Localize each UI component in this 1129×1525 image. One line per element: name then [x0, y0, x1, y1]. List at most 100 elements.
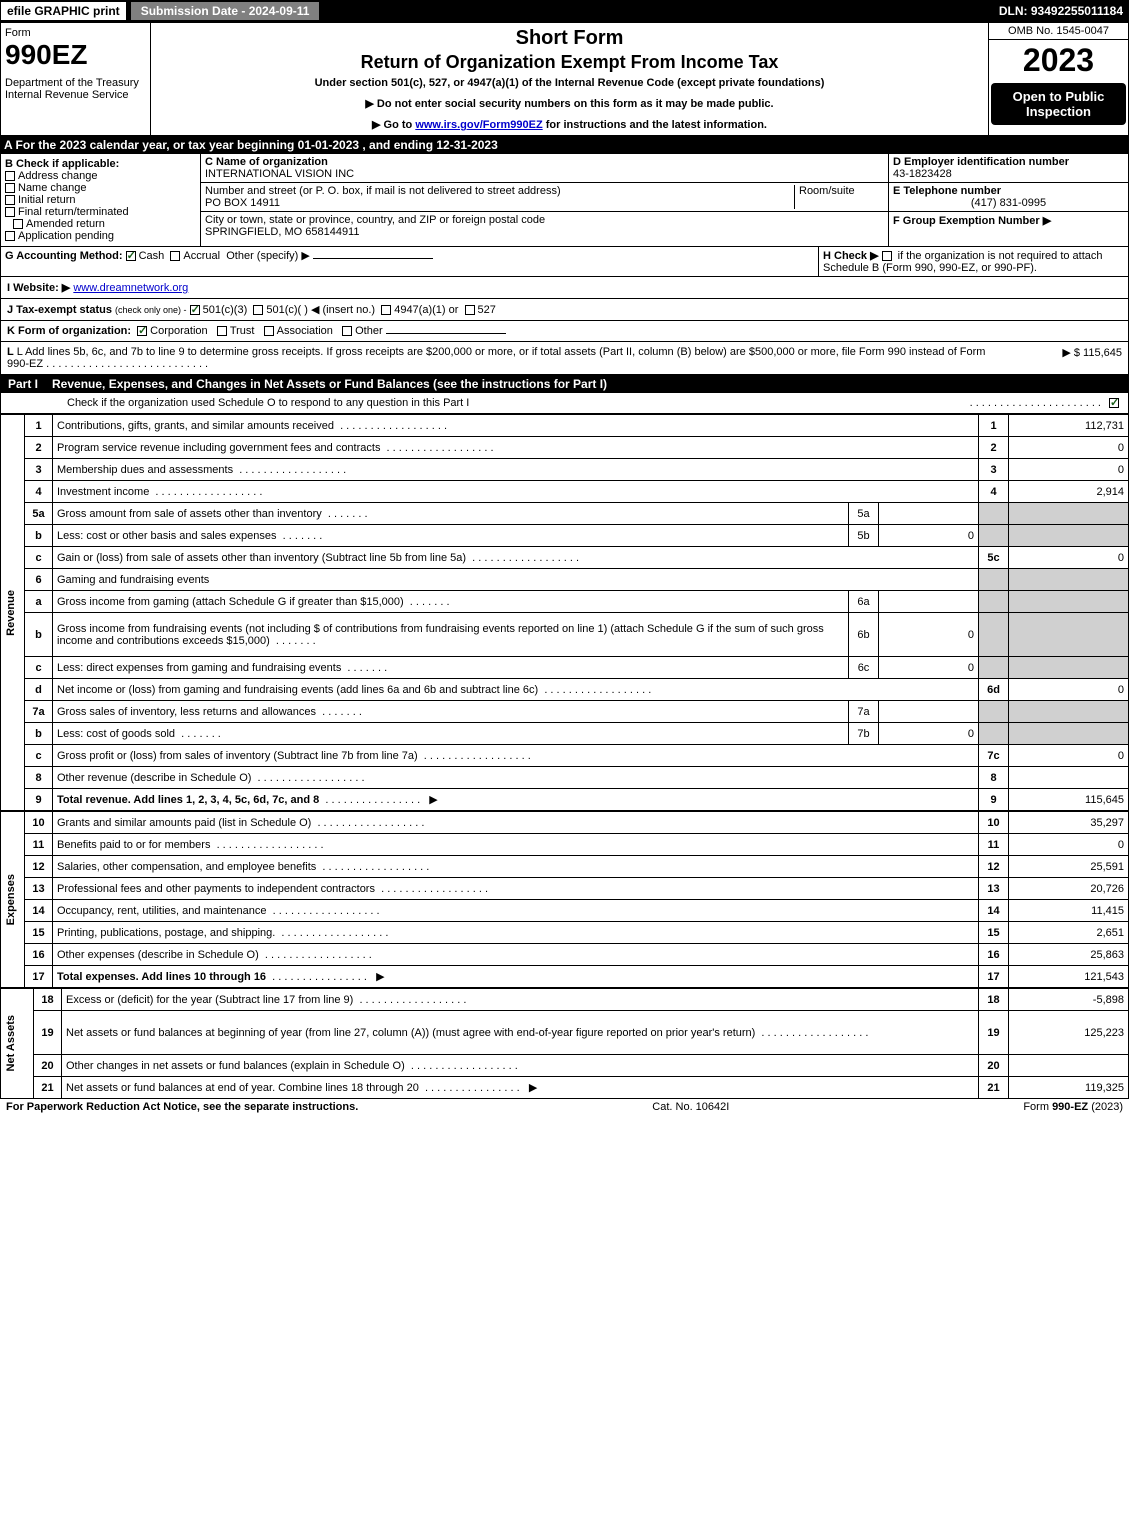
- other-specify-line[interactable]: [313, 258, 433, 259]
- table-row: 2Program service revenue including gover…: [1, 437, 1129, 459]
- sub-line-number: 7a: [849, 701, 879, 723]
- other-org-line[interactable]: [386, 333, 506, 334]
- right-line-number: 21: [979, 1077, 1009, 1099]
- chk-cash[interactable]: [126, 251, 136, 261]
- line-number: 13: [25, 878, 53, 900]
- table-row: bGross income from fundraising events (n…: [1, 613, 1129, 657]
- chk-trust[interactable]: [217, 326, 227, 336]
- line-desc: Gross income from gaming (attach Schedul…: [53, 591, 849, 613]
- table-row: cGain or (loss) from sale of assets othe…: [1, 547, 1129, 569]
- right-line-number: [979, 613, 1009, 657]
- footer: For Paperwork Reduction Act Notice, see …: [0, 1099, 1129, 1115]
- chk-corporation[interactable]: [137, 326, 147, 336]
- chk-name-change[interactable]: Name change: [5, 182, 196, 194]
- line-number: b: [25, 723, 53, 745]
- part-i-checknote: Check if the organization used Schedule …: [0, 393, 1129, 414]
- title-short-form: Short Form: [155, 27, 984, 50]
- line-number: d: [25, 679, 53, 701]
- efile-label: efile GRAPHIC print: [0, 1, 127, 21]
- right-line-number: [979, 591, 1009, 613]
- line-desc: Occupancy, rent, utilities, and maintena…: [53, 900, 979, 922]
- chk-amended-return[interactable]: Amended return: [5, 218, 196, 230]
- right-amount: [1009, 613, 1129, 657]
- j-label: J Tax-exempt status: [7, 304, 112, 316]
- right-line-number: 2: [979, 437, 1009, 459]
- chk-501c[interactable]: [253, 305, 263, 315]
- opt-4947: 4947(a)(1) or: [394, 304, 458, 316]
- line-desc: Professional fees and other payments to …: [53, 878, 979, 900]
- accrual-label: Accrual: [183, 250, 220, 262]
- right-line-number: 6d: [979, 679, 1009, 701]
- line-number: 18: [34, 989, 62, 1011]
- line-number: b: [25, 525, 53, 547]
- table-row: 20Other changes in net assets or fund ba…: [1, 1055, 1129, 1077]
- table-row: 12Salaries, other compensation, and empl…: [1, 856, 1129, 878]
- chk-accrual[interactable]: [170, 251, 180, 261]
- cash-label: Cash: [139, 250, 165, 262]
- right-amount: 11,415: [1009, 900, 1129, 922]
- chk-other-org[interactable]: [342, 326, 352, 336]
- table-row: aGross income from gaming (attach Schedu…: [1, 591, 1129, 613]
- line-desc: Gross sales of inventory, less returns a…: [53, 701, 849, 723]
- chk-4947[interactable]: [381, 305, 391, 315]
- chk-527[interactable]: [465, 305, 475, 315]
- chk-application-pending[interactable]: Application pending: [5, 230, 196, 242]
- line-desc: Investment income . . . . . . . . . . . …: [53, 481, 979, 503]
- revenue-table: Revenue1Contributions, gifts, grants, an…: [0, 414, 1129, 811]
- right-amount: 0: [1009, 679, 1129, 701]
- table-row: 4Investment income . . . . . . . . . . .…: [1, 481, 1129, 503]
- chk-initial-return[interactable]: Initial return: [5, 194, 196, 206]
- right-amount: 25,591: [1009, 856, 1129, 878]
- line-i: I Website: ▶ www.dreamnetwork.org: [0, 277, 1129, 299]
- website-link[interactable]: www.dreamnetwork.org: [73, 282, 188, 294]
- footer-left: For Paperwork Reduction Act Notice, see …: [6, 1101, 358, 1113]
- opt-corporation: Corporation: [150, 325, 207, 337]
- chk-association[interactable]: [264, 326, 274, 336]
- other-label: Other (specify) ▶: [226, 250, 310, 262]
- line-desc: Other revenue (describe in Schedule O) .…: [53, 767, 979, 789]
- checknote-text: Check if the organization used Schedule …: [7, 397, 970, 409]
- org-name: INTERNATIONAL VISION INC: [205, 168, 354, 180]
- line-desc: Net assets or fund balances at end of ye…: [62, 1077, 979, 1099]
- line-desc: Gaming and fundraising events: [53, 569, 979, 591]
- line-desc: Less: cost or other basis and sales expe…: [53, 525, 849, 547]
- chk-final-return[interactable]: Final return/terminated: [5, 206, 196, 218]
- right-amount: [1009, 503, 1129, 525]
- sub-amount: 0: [879, 723, 979, 745]
- right-amount: 0: [1009, 547, 1129, 569]
- line-number: 21: [34, 1077, 62, 1099]
- chk-501c3[interactable]: [190, 305, 200, 315]
- line-desc: Total expenses. Add lines 10 through 16 …: [53, 966, 979, 988]
- irs-link[interactable]: www.irs.gov/Form990EZ: [415, 119, 542, 131]
- table-row: 3Membership dues and assessments . . . .…: [1, 459, 1129, 481]
- line-desc: Other expenses (describe in Schedule O) …: [53, 944, 979, 966]
- street-block: Number and street (or P. O. box, if mail…: [201, 183, 888, 212]
- line-desc: Less: direct expenses from gaming and fu…: [53, 657, 849, 679]
- right-amount: 0: [1009, 459, 1129, 481]
- line-l: L L Add lines 5b, 6c, and 7b to line 9 t…: [0, 342, 1129, 375]
- header-left: Form 990EZ Department of the Treasury In…: [1, 23, 151, 135]
- line-number: b: [25, 613, 53, 657]
- chk-schedule-o[interactable]: [1109, 398, 1119, 408]
- right-line-number: 17: [979, 966, 1009, 988]
- room-suite-label: Room/suite: [794, 185, 884, 209]
- table-row: 19Net assets or fund balances at beginni…: [1, 1011, 1129, 1055]
- right-amount: 112,731: [1009, 415, 1129, 437]
- h-label: H Check ▶: [823, 250, 879, 262]
- line-number: 19: [34, 1011, 62, 1055]
- right-amount: [1009, 591, 1129, 613]
- table-row: Revenue1Contributions, gifts, grants, an…: [1, 415, 1129, 437]
- right-amount: 0: [1009, 437, 1129, 459]
- chk-h[interactable]: [882, 251, 892, 261]
- table-row: cLess: direct expenses from gaming and f…: [1, 657, 1129, 679]
- table-row: 16Other expenses (describe in Schedule O…: [1, 944, 1129, 966]
- line-desc: Salaries, other compensation, and employ…: [53, 856, 979, 878]
- opt-trust: Trust: [230, 325, 255, 337]
- part-i-header: Part I Revenue, Expenses, and Changes in…: [0, 375, 1129, 393]
- line-desc: Less: cost of goods sold . . . . . . .: [53, 723, 849, 745]
- chk-address-change[interactable]: Address change: [5, 170, 196, 182]
- right-amount: 2,651: [1009, 922, 1129, 944]
- line-desc: Excess or (deficit) for the year (Subtra…: [62, 989, 979, 1011]
- sub-amount: 0: [879, 525, 979, 547]
- tax-year: 2023: [989, 40, 1128, 81]
